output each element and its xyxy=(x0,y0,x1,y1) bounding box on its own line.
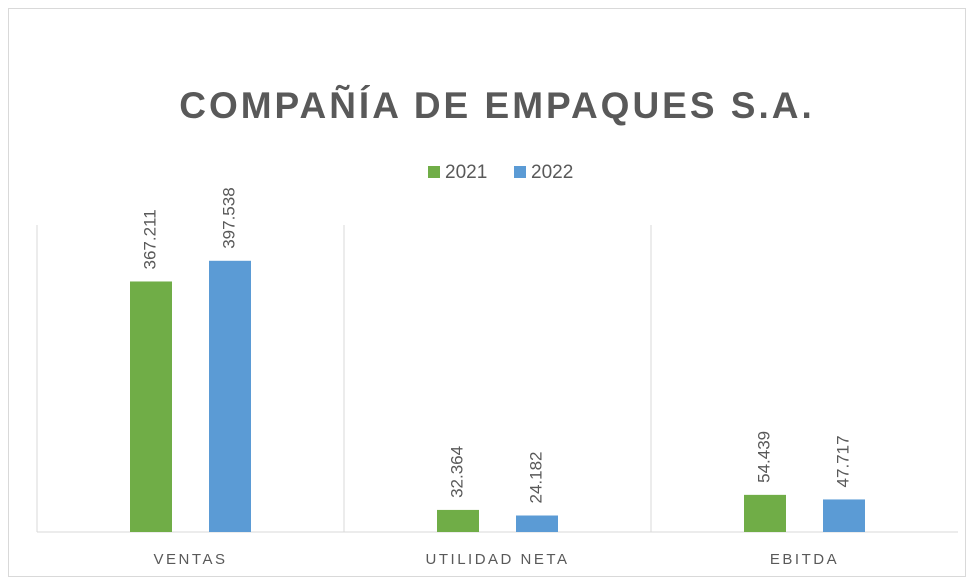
x-tick-label: VENTAS xyxy=(154,551,228,568)
legend-swatch xyxy=(428,166,440,178)
legend-swatch xyxy=(514,166,526,178)
legend-label: 2022 xyxy=(531,162,573,183)
data-label: 54.439 xyxy=(754,431,773,483)
bar xyxy=(516,515,558,532)
x-tick-label: UTILIDAD NETA xyxy=(426,551,570,568)
data-label: 47.717 xyxy=(833,435,852,487)
bar xyxy=(130,281,172,532)
x-tick-label: EBITDA xyxy=(770,551,839,568)
data-label: 367.211 xyxy=(140,209,159,269)
data-label: 397.538 xyxy=(219,187,238,248)
bar xyxy=(744,494,786,532)
bar xyxy=(437,509,479,532)
legend-label: 2021 xyxy=(445,162,487,183)
chart-title: COMPAÑÍA DE EMPAQUES S.A. xyxy=(179,84,815,126)
bar xyxy=(209,260,251,532)
data-label: 32.364 xyxy=(447,446,466,498)
data-label: 24.182 xyxy=(526,452,545,504)
bar xyxy=(823,499,865,532)
